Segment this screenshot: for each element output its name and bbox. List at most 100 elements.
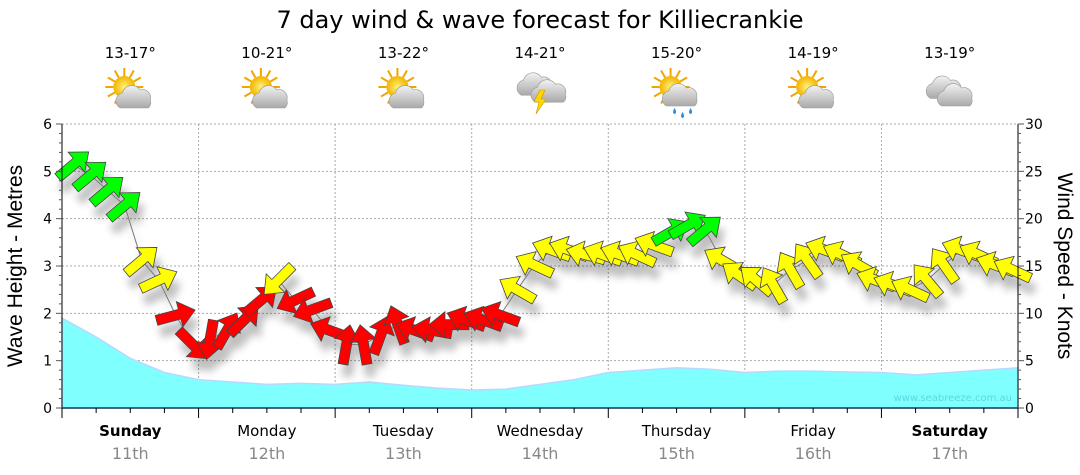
wind-arrow: [349, 324, 377, 366]
cloud-shape: [798, 85, 834, 109]
sun-ray: [380, 76, 389, 83]
day-name-label: Wednesday: [497, 422, 584, 440]
wind-arrow: [122, 247, 158, 278]
y-tick-label-left: 6: [43, 117, 52, 133]
rain-drop: [689, 108, 693, 114]
sun-ray: [679, 76, 688, 83]
day-date-label: 17th: [931, 444, 968, 463]
day-temperature-range: 15-20°: [651, 44, 702, 62]
day-date-label: 14th: [522, 444, 559, 463]
sun-ray: [250, 70, 257, 78]
day-name-label: Thursday: [641, 422, 712, 440]
day-date-label: 11th: [112, 444, 149, 463]
wind-arrow: [759, 267, 789, 306]
wind-arrow: [242, 286, 277, 318]
day-date-label: 15th: [658, 444, 695, 463]
y-tick-label-right: 15: [1025, 259, 1043, 275]
sun-ray: [265, 70, 272, 78]
wave-height-area: [61, 316, 1019, 409]
wind-arrow: [154, 300, 196, 328]
sun-ray: [269, 76, 278, 83]
sun-ray: [113, 70, 120, 78]
sun-ray: [816, 76, 825, 83]
sun-ray: [653, 76, 662, 83]
wind-arrow: [54, 151, 90, 182]
day-temperature-range: 14-21°: [514, 44, 565, 62]
cloud-shape: [936, 83, 973, 107]
partly-cloudy-icon: [241, 68, 288, 109]
day-name-label: Monday: [237, 422, 296, 440]
day-temperature-range: 14-19°: [788, 44, 839, 62]
watermark: www.seabreeze.com.au: [894, 393, 1012, 404]
y-tick-label-left: 2: [43, 306, 52, 322]
day-date-label: 16th: [795, 444, 832, 463]
partly-cloudy-icon: [788, 68, 834, 109]
sun-shower-icon: [651, 68, 698, 118]
sun-ray: [243, 91, 252, 98]
sun-ray: [133, 76, 142, 83]
sun-ray: [406, 76, 415, 83]
y-tick-label-right: 25: [1025, 164, 1043, 180]
rain-drop: [673, 108, 677, 114]
day-name-label: Sunday: [99, 422, 162, 440]
day-date-label: 13th: [385, 444, 422, 463]
wind-arrow: [88, 177, 124, 208]
sun-ray: [790, 91, 799, 98]
sun-ray: [811, 70, 818, 78]
wind-arrow: [930, 248, 961, 285]
cloud-shape: [661, 83, 698, 107]
partly-cloudy-icon: [378, 68, 425, 109]
y-tick-label-left: 1: [43, 354, 52, 370]
lightning-bolt: [533, 89, 547, 115]
chart-title: 7 day wind & wave forecast for Killiecra…: [276, 6, 803, 34]
wind-arrow: [137, 266, 178, 294]
cloud-shape: [388, 85, 425, 109]
sun-ray: [387, 70, 393, 78]
sun-ray: [402, 70, 408, 78]
y-tick-label-right: 20: [1025, 212, 1043, 228]
sun-ray: [790, 76, 799, 83]
day-temperature-range: 13-17°: [105, 44, 156, 62]
day-name-label: Friday: [790, 422, 836, 440]
wind-arrow: [480, 300, 522, 328]
y-tick-label-left: 0: [43, 401, 52, 417]
day-temperature-range: 13-19°: [924, 44, 975, 62]
y-tick-label-left: 3: [43, 259, 52, 275]
cloud-shape: [252, 85, 288, 109]
wind-arrow: [515, 250, 556, 279]
wind-arrow: [667, 211, 706, 241]
wind-arrow: [292, 297, 334, 324]
rain-drop: [681, 112, 685, 118]
y-axis-left-label: Wave Height - Metres: [4, 165, 27, 367]
day-name-label: Saturday: [912, 422, 989, 440]
y-tick-label-right: 0: [1025, 401, 1034, 417]
sun-ray: [675, 70, 681, 78]
sun-ray: [796, 70, 803, 78]
sun-ray: [107, 91, 116, 98]
y-tick-label-left: 5: [43, 164, 52, 180]
wind-arrow: [993, 255, 1034, 284]
day-date-label: 12th: [248, 444, 285, 463]
wind-arrow: [794, 243, 824, 281]
wind-arrow: [368, 315, 395, 357]
wind-arrow: [776, 251, 806, 291]
partly-cloudy-icon: [105, 68, 152, 109]
y-tick-label-right: 5: [1025, 354, 1034, 370]
y-tick-label-right: 30: [1025, 117, 1043, 133]
sun-ray: [380, 91, 389, 98]
sun-ray: [128, 70, 135, 78]
wind-arrow: [685, 216, 721, 248]
sun-ray: [243, 76, 252, 83]
day-name-label: Tuesday: [372, 422, 434, 440]
wind-arrow: [891, 275, 931, 304]
sun-ray: [653, 91, 662, 98]
y-axis-right-label: Wind Speed - Knots: [1053, 173, 1076, 360]
wind-arrow: [913, 264, 945, 300]
day-temperature-range: 13-22°: [378, 44, 429, 62]
sun-ray: [660, 70, 666, 78]
wind-arrow: [499, 275, 538, 305]
y-tick-label-left: 4: [43, 212, 52, 228]
wind-arrow: [618, 240, 658, 269]
wind-arrow: [105, 192, 141, 223]
